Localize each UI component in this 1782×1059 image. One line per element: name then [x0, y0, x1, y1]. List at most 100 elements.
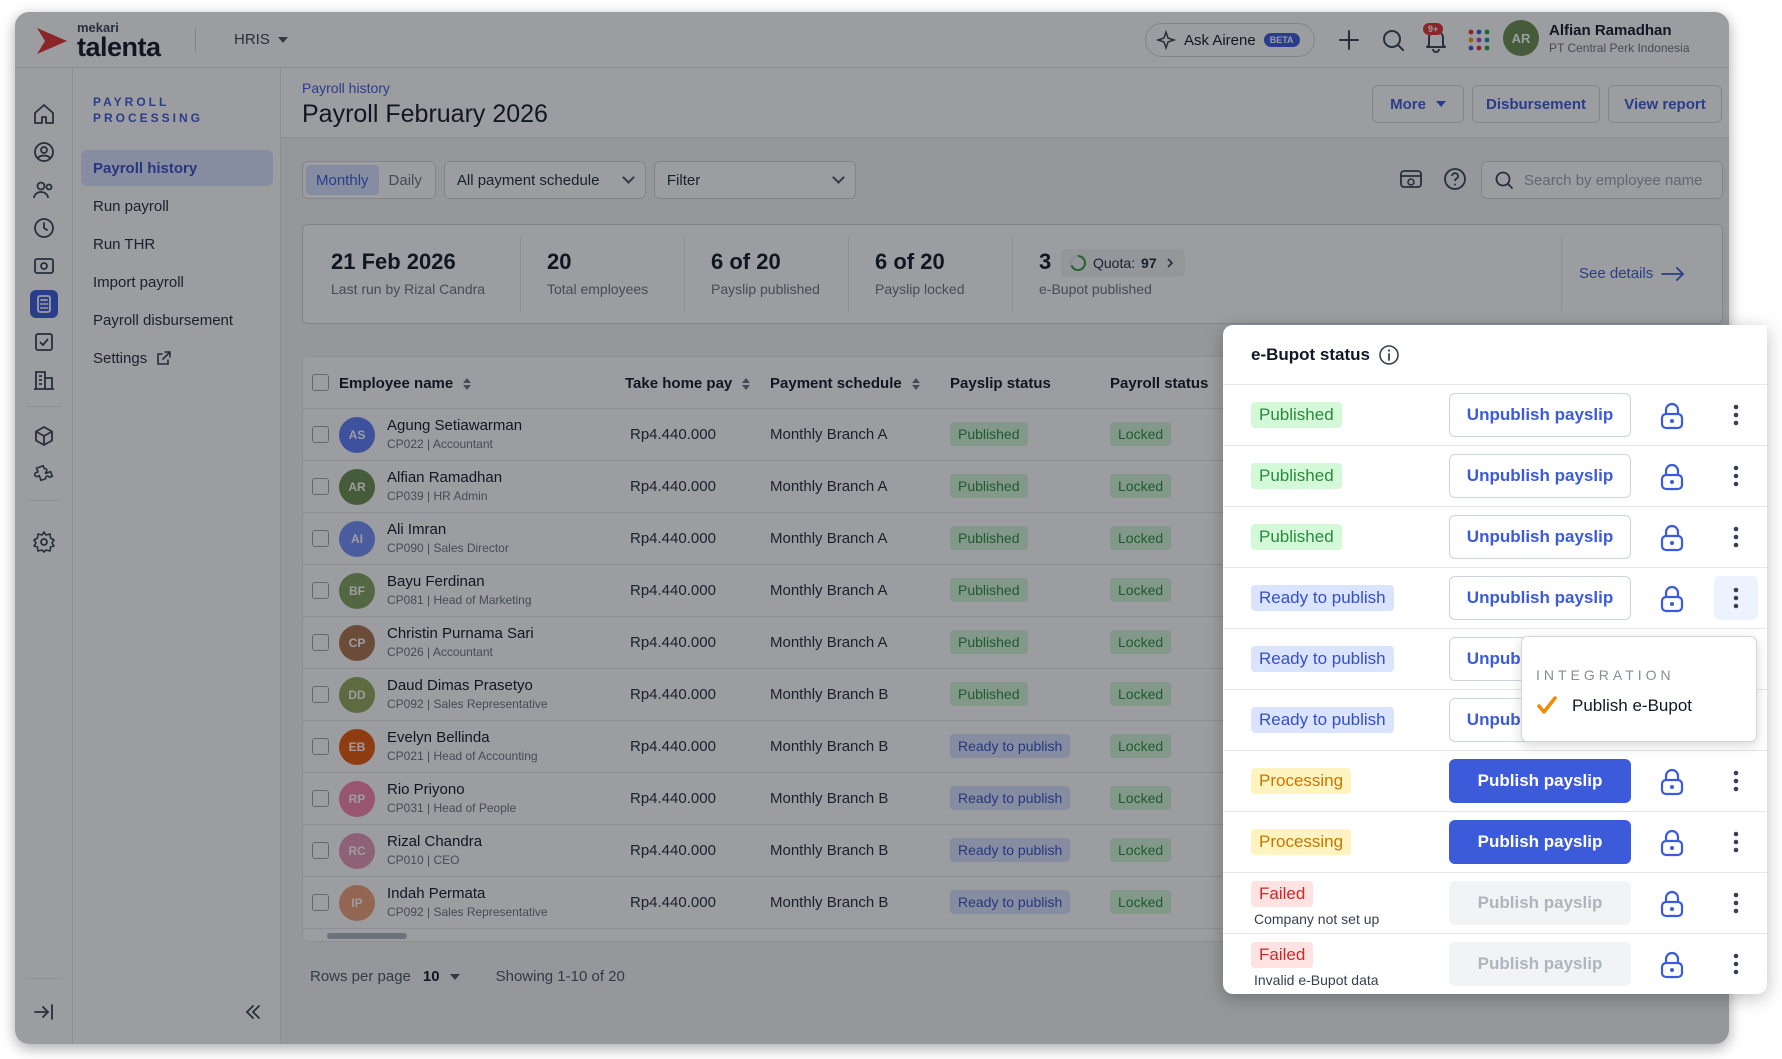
- lock-icon[interactable]: [1657, 584, 1687, 614]
- row-checkbox[interactable]: [312, 842, 329, 859]
- employee-name[interactable]: Christin Purnama Sari: [387, 625, 534, 642]
- row-checkbox[interactable]: [312, 686, 329, 703]
- lock-icon[interactable]: [1657, 523, 1687, 553]
- lock-icon[interactable]: [1657, 401, 1687, 431]
- collapse-sidebar-icon[interactable]: [243, 1002, 263, 1022]
- see-details-link[interactable]: See details: [1579, 265, 1685, 282]
- search-icon[interactable]: [1380, 27, 1406, 53]
- row-checkbox[interactable]: [312, 634, 329, 651]
- rail-tasks[interactable]: [30, 328, 58, 356]
- row-checkbox[interactable]: [312, 582, 329, 599]
- row-checkbox[interactable]: [312, 426, 329, 443]
- row-actions-button[interactable]: [1714, 820, 1758, 864]
- user-menu[interactable]: AR Alfian Ramadhan PT Central Perk Indon…: [1503, 20, 1690, 56]
- table-row[interactable]: CP Christin Purnama Sari CP026 | Accountan…: [303, 617, 1722, 669]
- column-settings-icon[interactable]: [1398, 166, 1424, 192]
- lock-icon[interactable]: [1657, 950, 1687, 980]
- lock-icon[interactable]: [1657, 767, 1687, 797]
- rows-per-page-select[interactable]: 10: [423, 968, 460, 985]
- employee-name[interactable]: Daud Dimas Prasetyo: [387, 677, 533, 694]
- rail-finance[interactable]: [30, 252, 58, 280]
- employee-name[interactable]: Rizal Chandra: [387, 833, 483, 850]
- filter-select[interactable]: Filter: [653, 161, 856, 199]
- talenta-logo[interactable]: mekari talenta: [35, 21, 161, 61]
- publish-ebupot-menu-item[interactable]: Publish e-Bupot: [1536, 695, 1692, 717]
- table-row[interactable]: AR Alfian Ramadhan CP039 | HR Admin Rp4.440…: [303, 461, 1722, 513]
- expand-rail-button[interactable]: [30, 998, 58, 1026]
- rail-assets[interactable]: [30, 422, 58, 450]
- sidebar-item-settings[interactable]: Settings: [81, 340, 273, 376]
- lock-icon[interactable]: [1657, 828, 1687, 858]
- rail-payroll[interactable]: [30, 290, 58, 318]
- employee-name[interactable]: Agung Setiawarman: [387, 417, 523, 434]
- tab-daily[interactable]: Daily: [388, 171, 422, 189]
- employee-name[interactable]: Bayu Ferdinan: [387, 573, 485, 590]
- row-actions-button[interactable]: [1714, 576, 1758, 620]
- rail-profile[interactable]: [30, 138, 58, 166]
- module-switcher[interactable]: HRIS: [234, 31, 288, 48]
- table-row[interactable]: EB Evelyn Bellinda CP021 | Head of Account…: [303, 721, 1722, 773]
- payment-schedule-select[interactable]: All payment schedule: [443, 161, 646, 199]
- sidebar-item-payroll-history[interactable]: Payroll history: [81, 150, 273, 186]
- column-payment-schedule[interactable]: Payment schedule: [770, 375, 920, 392]
- unpublish-payslip-button[interactable]: Unpublish payslip: [1449, 515, 1631, 559]
- view-report-button[interactable]: View report: [1608, 85, 1722, 123]
- sidebar-item-run-payroll[interactable]: Run payroll: [81, 188, 273, 224]
- sidebar-item-run-thr[interactable]: Run THR: [81, 226, 273, 262]
- horizontal-scrollbar[interactable]: [327, 933, 407, 939]
- row-actions-button[interactable]: [1714, 454, 1758, 498]
- employee-name[interactable]: Alfian Ramadhan: [387, 469, 503, 486]
- employee-search-input[interactable]: Search by employee name: [1481, 161, 1723, 199]
- quota-chip[interactable]: Quota: 97: [1061, 249, 1185, 277]
- table-row[interactable]: DD Daud Dimas Prasetyo CP092 | Sales Repre…: [303, 669, 1722, 721]
- ask-airene-button[interactable]: Ask Airene BETA: [1145, 23, 1315, 57]
- row-actions-button[interactable]: [1714, 393, 1758, 437]
- row-checkbox[interactable]: [312, 738, 329, 755]
- breadcrumb[interactable]: Payroll history: [302, 80, 390, 96]
- help-icon[interactable]: [1442, 166, 1468, 192]
- row-checkbox[interactable]: [312, 790, 329, 807]
- column-employee-name[interactable]: Employee name: [339, 375, 472, 392]
- row-checkbox[interactable]: [312, 530, 329, 547]
- apps-grid-icon[interactable]: [1466, 27, 1492, 53]
- table-row[interactable]: AI Ali Imran CP090 | Sales Director Rp4.440…: [303, 513, 1722, 565]
- row-checkbox[interactable]: [312, 478, 329, 495]
- sidebar-item-import-payroll[interactable]: Import payroll: [81, 264, 273, 300]
- table-row[interactable]: RC Rizal Chandra CP010 | CEO Rp4.440.000 Mon…: [303, 825, 1722, 877]
- table-row[interactable]: RP Rio Priyono CP031 | Head of People Rp4.4…: [303, 773, 1722, 825]
- unpublish-payslip-button[interactable]: Unpublish payslip: [1449, 393, 1631, 437]
- more-button[interactable]: More: [1372, 85, 1464, 123]
- table-row[interactable]: AS Agung Setiawarman CP022 | Accountant Rp4…: [303, 409, 1722, 461]
- employee-name[interactable]: Rio Priyono: [387, 781, 465, 798]
- table-row[interactable]: BF Bayu Ferdinan CP081 | Head of Marketing…: [303, 565, 1722, 617]
- info-icon[interactable]: [1378, 344, 1400, 366]
- disbursement-button[interactable]: Disbursement: [1472, 85, 1600, 123]
- publish-payslip-button[interactable]: Publish payslip: [1449, 820, 1631, 864]
- rail-company[interactable]: [30, 366, 58, 394]
- rail-employees[interactable]: [30, 176, 58, 204]
- tab-monthly[interactable]: Monthly: [306, 165, 379, 195]
- row-checkbox[interactable]: [312, 894, 329, 911]
- publish-payslip-button[interactable]: Publish payslip: [1449, 759, 1631, 803]
- column-take-home-pay[interactable]: Take home pay: [625, 375, 751, 392]
- rail-home[interactable]: [30, 100, 58, 128]
- row-actions-button[interactable]: [1714, 881, 1758, 925]
- employee-name[interactable]: Evelyn Bellinda: [387, 729, 490, 746]
- rail-integrations[interactable]: [30, 460, 58, 488]
- lock-icon[interactable]: [1657, 462, 1687, 492]
- lock-icon[interactable]: [1657, 889, 1687, 919]
- table-row[interactable]: IP Indah Permata CP092 | Sales Representat…: [303, 877, 1722, 929]
- failure-reason: Company not set up: [1254, 911, 1380, 927]
- row-actions-button[interactable]: [1714, 515, 1758, 559]
- rail-time[interactable]: [30, 214, 58, 242]
- employee-name[interactable]: Indah Permata: [387, 885, 486, 902]
- unpublish-payslip-button[interactable]: Unpublish payslip: [1449, 576, 1631, 620]
- select-all-checkbox[interactable]: [312, 374, 329, 391]
- rail-settings[interactable]: [30, 528, 58, 556]
- employee-name[interactable]: Ali Imran: [387, 521, 447, 538]
- row-actions-button[interactable]: [1714, 759, 1758, 803]
- row-actions-button[interactable]: [1714, 942, 1758, 986]
- plus-icon[interactable]: [1336, 27, 1362, 53]
- sidebar-item-payroll-disbursement[interactable]: Payroll disbursement: [81, 302, 273, 338]
- unpublish-payslip-button[interactable]: Unpublish payslip: [1449, 454, 1631, 498]
